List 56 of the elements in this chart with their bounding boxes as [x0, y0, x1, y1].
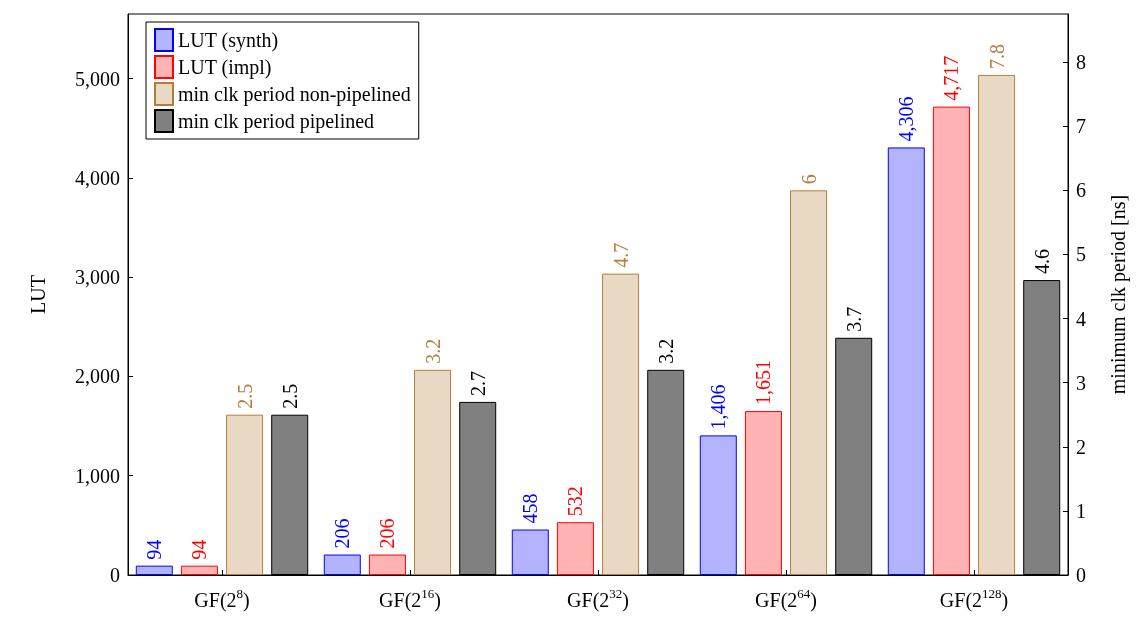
- y2-tick-label: 4: [1076, 307, 1086, 330]
- y2-tick-label: 2: [1076, 435, 1086, 458]
- data-label: 6: [797, 174, 820, 185]
- y-axis-title: LUT: [27, 275, 49, 314]
- data-label: 4,306: [895, 96, 918, 142]
- bar: [135, 565, 173, 575]
- bar: [511, 529, 549, 575]
- y2-tick-label: 1: [1076, 499, 1086, 522]
- bar: [887, 147, 925, 575]
- bar: [932, 106, 970, 575]
- y2-tick-label: 8: [1076, 51, 1086, 74]
- bar: [226, 414, 264, 575]
- y-tick-label: 4,000: [75, 166, 120, 189]
- data-label: 1,651: [752, 360, 775, 406]
- bar: [602, 273, 640, 575]
- data-label: 532: [564, 486, 587, 517]
- bar: [790, 190, 828, 575]
- y-tick-label: 5,000: [75, 67, 120, 90]
- y-tick-label: 2,000: [75, 365, 120, 388]
- legend-label: min clk period non-pipelined: [178, 83, 411, 106]
- data-label: 1,406: [707, 384, 730, 430]
- data-label: 3.2: [421, 338, 444, 364]
- data-label: 4.7: [609, 242, 632, 268]
- y2-tick-label: 6: [1076, 179, 1086, 202]
- bar: [699, 435, 737, 575]
- legend-label: LUT (impl): [178, 56, 272, 79]
- data-label: 94: [188, 539, 211, 560]
- bar: [556, 522, 594, 575]
- data-label: 2.5: [233, 383, 256, 409]
- y2-tick-label: 7: [1076, 115, 1086, 138]
- data-label: 458: [519, 493, 542, 524]
- y-tick-label: 1,000: [75, 464, 120, 487]
- data-label: 3.2: [654, 338, 677, 364]
- data-label: 7.8: [985, 43, 1008, 69]
- bar: [323, 554, 361, 575]
- y-tick-label: 0: [110, 564, 120, 586]
- legend-label: LUT (synth): [178, 29, 279, 52]
- y-tick-label: 3,000: [75, 266, 120, 289]
- data-label: 4.6: [1030, 249, 1053, 275]
- bar: [744, 411, 782, 575]
- data-label: 206: [331, 518, 354, 549]
- data-label: 2.5: [278, 383, 301, 409]
- legend-label: min clk period pipelined: [178, 110, 375, 133]
- data-label: 4,717: [940, 55, 963, 101]
- bar: [368, 554, 406, 575]
- y2-tick-label: 0: [1076, 564, 1086, 586]
- bar: [414, 369, 452, 575]
- data-label: 2.7: [466, 370, 489, 396]
- y2-axis-title: minimum clk period [ns]: [1107, 194, 1130, 395]
- data-label: 3.7: [842, 306, 865, 332]
- y2-tick-label: 5: [1076, 243, 1086, 266]
- data-label: 206: [376, 518, 399, 549]
- data-label: 94: [143, 539, 166, 560]
- bar: [180, 565, 218, 575]
- y2-tick-label: 3: [1076, 371, 1086, 394]
- bar: [978, 74, 1016, 575]
